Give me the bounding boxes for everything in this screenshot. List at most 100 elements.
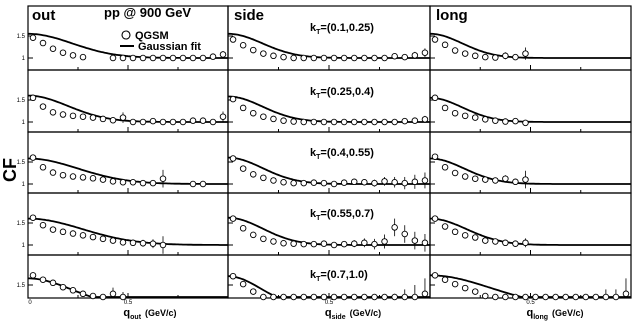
- data-point: [49, 109, 57, 116]
- data-point: [179, 54, 187, 62]
- data-point: [401, 53, 409, 61]
- y-tick-label: 1.5: [17, 34, 26, 40]
- panel-frame: [27, 254, 229, 299]
- y-tick-label: 1: [22, 120, 26, 126]
- data-point: [471, 114, 479, 121]
- x-axis-unit: (GeV/c): [552, 308, 584, 318]
- y-tick-label: 1: [22, 182, 26, 188]
- data-point: [471, 288, 479, 295]
- panel-out-row-4: 11.5: [17, 192, 229, 256]
- data-point: [622, 290, 630, 298]
- data-point: [229, 272, 237, 280]
- data-point: [99, 176, 107, 183]
- data-point: [69, 173, 77, 180]
- data-point: [59, 171, 67, 179]
- data-point: [39, 39, 47, 47]
- data-point: [99, 115, 107, 123]
- gaussian-fit-curve: [430, 96, 631, 123]
- kt-subscript: T: [316, 154, 321, 161]
- data-point: [139, 118, 147, 126]
- data-point: [582, 293, 590, 301]
- panel-side-row-4: [227, 192, 431, 256]
- gaussian-fit-curve: [28, 217, 228, 246]
- data-point: [471, 175, 479, 182]
- panel-long-row-5: [429, 254, 632, 301]
- y-tick-label: 1: [22, 243, 26, 249]
- x-axis-unit: (GeV/c): [350, 308, 382, 318]
- data-point: [451, 47, 459, 54]
- data-point: [29, 34, 37, 42]
- data-point: [310, 179, 318, 186]
- x-axis-unit: (GeV/c): [145, 308, 177, 318]
- data-point: [29, 154, 37, 161]
- data-point: [300, 293, 308, 301]
- data-point: [310, 240, 318, 248]
- data-point: [512, 53, 519, 61]
- data-point: [371, 179, 378, 187]
- data-point: [49, 279, 57, 287]
- data-point: [290, 54, 297, 62]
- data-point: [249, 231, 257, 239]
- data-point: [602, 293, 610, 301]
- data-point: [109, 290, 117, 298]
- data-point: [189, 54, 197, 62]
- data-point: [39, 164, 47, 171]
- kt-range: =(0.4,0.55): [320, 147, 374, 159]
- data-point: [391, 118, 398, 126]
- data-point: [270, 177, 277, 184]
- data-point: [239, 225, 247, 232]
- data-point: [199, 180, 207, 188]
- data-point: [149, 117, 157, 125]
- gaussian-fit-curve: [28, 157, 228, 185]
- data-point: [461, 232, 469, 239]
- data-point: [522, 293, 529, 301]
- data-point: [391, 224, 398, 231]
- data-point: [401, 179, 409, 187]
- data-point: [249, 171, 257, 178]
- panel-long-row-3: [429, 131, 632, 194]
- data-point: [522, 50, 529, 57]
- data-point: [340, 179, 348, 186]
- data-point: [229, 155, 237, 162]
- data-point: [109, 178, 117, 185]
- data-point: [249, 288, 257, 295]
- panel-out-row-2: 11.5: [17, 69, 229, 133]
- kt-symbol: k: [310, 22, 317, 34]
- data-point: [109, 116, 117, 124]
- data-point: [320, 118, 328, 126]
- data-point: [330, 241, 338, 249]
- data-point: [59, 111, 67, 118]
- data-point: [431, 94, 439, 102]
- gaussian-fit-curve: [28, 94, 228, 123]
- data-point: [361, 239, 368, 247]
- data-point: [69, 112, 77, 120]
- data-point: [119, 239, 127, 246]
- data-point: [371, 54, 378, 62]
- data-point: [260, 113, 267, 120]
- data-point: [249, 109, 257, 117]
- data-point: [532, 293, 539, 301]
- legend-marker-qgsm: [121, 30, 131, 40]
- data-point: [99, 235, 107, 243]
- data-point: [59, 228, 67, 236]
- data-point: [401, 230, 409, 238]
- data-point: [492, 54, 499, 61]
- data-point: [59, 283, 67, 291]
- data-point: [260, 174, 267, 182]
- y-axis-label: CF: [0, 158, 20, 182]
- data-point: [290, 293, 297, 301]
- data-point: [461, 50, 469, 57]
- panel-out-row-5: 1.5: [17, 254, 229, 301]
- data-point: [169, 54, 177, 62]
- x-tick-label: 0.5: [325, 300, 334, 306]
- data-point: [371, 240, 378, 248]
- y-tick-label: 1.5: [17, 160, 26, 166]
- x-axis-label-long: qlong (GeV/c): [526, 307, 583, 321]
- data-point: [592, 293, 600, 301]
- data-point: [552, 293, 559, 301]
- data-point: [119, 114, 127, 121]
- data-point: [99, 293, 107, 301]
- data-point: [119, 54, 127, 62]
- data-point: [512, 117, 519, 125]
